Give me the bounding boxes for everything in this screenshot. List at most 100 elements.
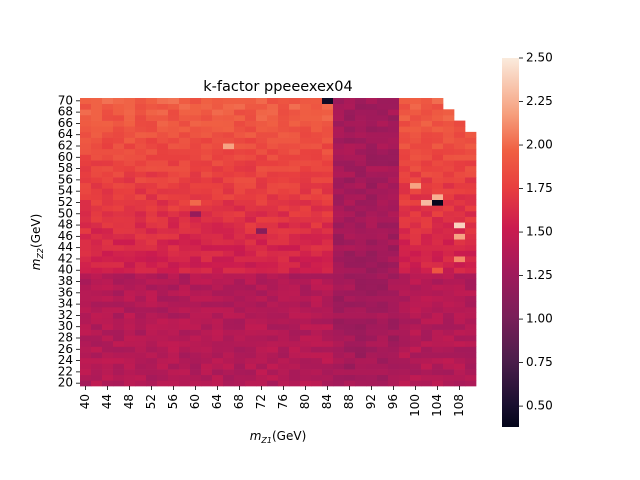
heatmap-cell bbox=[80, 380, 92, 387]
heatmap-cell bbox=[179, 318, 191, 325]
heatmap-cell bbox=[454, 352, 466, 359]
heatmap-cell bbox=[91, 256, 103, 263]
heatmap-cell bbox=[344, 301, 356, 308]
heatmap-cell bbox=[311, 374, 323, 381]
heatmap-cell bbox=[146, 267, 158, 274]
heatmap-cell bbox=[124, 335, 136, 342]
heatmap-cell bbox=[278, 290, 290, 296]
heatmap-cell bbox=[289, 131, 301, 138]
heatmap-cell bbox=[212, 233, 224, 240]
heatmap-cell bbox=[146, 273, 158, 280]
heatmap-cell bbox=[289, 312, 301, 319]
heatmap-cell bbox=[322, 301, 334, 308]
heatmap-cell bbox=[157, 160, 169, 167]
heatmap-cell bbox=[399, 205, 411, 212]
heatmap-cell bbox=[410, 329, 422, 336]
heatmap-cell bbox=[300, 244, 312, 251]
heatmap-cell bbox=[223, 239, 235, 246]
heatmap-cell bbox=[157, 346, 169, 353]
heatmap-cell bbox=[201, 329, 213, 336]
heatmap-cell bbox=[388, 154, 400, 161]
heatmap-cell bbox=[465, 131, 477, 138]
heatmap-cell bbox=[124, 227, 136, 234]
heatmap-cell bbox=[256, 194, 268, 200]
heatmap-cell bbox=[278, 374, 290, 381]
heatmap-cell bbox=[190, 120, 202, 127]
heatmap-cell bbox=[443, 267, 455, 274]
heatmap-cell bbox=[179, 182, 191, 189]
heatmap-cell bbox=[443, 329, 455, 336]
heatmap-cell bbox=[113, 374, 125, 381]
heatmap-cell bbox=[366, 363, 378, 370]
heatmap-cell bbox=[223, 205, 235, 212]
heatmap-cell bbox=[355, 177, 367, 184]
heatmap-cell bbox=[454, 369, 466, 376]
heatmap-cell bbox=[366, 227, 378, 234]
heatmap-cell bbox=[124, 194, 136, 200]
heatmap-cell bbox=[432, 160, 444, 167]
heatmap-cell bbox=[157, 120, 169, 127]
heatmap-cell bbox=[377, 239, 389, 246]
heatmap-cell bbox=[421, 306, 433, 313]
heatmap-cell bbox=[256, 290, 268, 296]
heatmap-cell bbox=[190, 357, 202, 364]
heatmap-cell bbox=[212, 171, 224, 178]
heatmap-cell bbox=[311, 295, 323, 302]
heatmap-cell bbox=[168, 352, 180, 359]
heatmap-cell bbox=[113, 182, 125, 189]
heatmap-cell bbox=[465, 374, 477, 381]
heatmap-cell bbox=[410, 380, 422, 387]
heatmap-cell bbox=[443, 188, 455, 195]
heatmap-cell bbox=[333, 227, 345, 234]
heatmap-cell bbox=[278, 323, 290, 330]
heatmap-cell bbox=[432, 290, 444, 296]
heatmap-cell bbox=[454, 340, 466, 347]
heatmap-cell bbox=[465, 329, 477, 336]
heatmap-cell bbox=[146, 284, 158, 291]
heatmap-cell bbox=[366, 143, 378, 150]
heatmap-cell bbox=[443, 227, 455, 234]
heatmap-cell bbox=[432, 210, 444, 217]
heatmap-cell bbox=[344, 222, 356, 229]
heatmap-cell bbox=[278, 369, 290, 376]
heatmap-cell bbox=[311, 301, 323, 308]
heatmap-cell bbox=[267, 284, 279, 291]
y-tick-label: 28 bbox=[58, 331, 73, 345]
heatmap-cell bbox=[432, 335, 444, 342]
heatmap-cell bbox=[124, 171, 136, 178]
heatmap-cell bbox=[311, 109, 323, 116]
heatmap-cell bbox=[157, 323, 169, 330]
heatmap-cell bbox=[344, 335, 356, 342]
heatmap-cell bbox=[388, 278, 400, 285]
heatmap-cell bbox=[322, 205, 334, 212]
heatmap-cell bbox=[245, 114, 257, 121]
heatmap-cell bbox=[289, 227, 301, 234]
heatmap-cell bbox=[245, 352, 257, 359]
heatmap-cell bbox=[465, 278, 477, 285]
heatmap-cell bbox=[157, 205, 169, 212]
heatmap-cell bbox=[223, 143, 235, 150]
heatmap-cell bbox=[443, 205, 455, 212]
heatmap-cell bbox=[234, 261, 246, 268]
heatmap-cell bbox=[399, 357, 411, 364]
heatmap-cell bbox=[190, 137, 202, 144]
heatmap-cell bbox=[322, 165, 334, 172]
heatmap-cell bbox=[146, 109, 158, 116]
heatmap-cell bbox=[135, 137, 147, 144]
heatmap-cell bbox=[146, 171, 158, 178]
heatmap-cell bbox=[366, 244, 378, 251]
heatmap-cell bbox=[289, 239, 301, 246]
heatmap-cell bbox=[146, 120, 158, 127]
heatmap-cell bbox=[333, 210, 345, 217]
heatmap-cell bbox=[421, 295, 433, 302]
heatmap-cell bbox=[410, 227, 422, 234]
heatmap-cell bbox=[168, 278, 180, 285]
heatmap-cell bbox=[344, 154, 356, 161]
heatmap-cell bbox=[157, 131, 169, 138]
heatmap-cell bbox=[234, 171, 246, 178]
heatmap-cell bbox=[333, 239, 345, 246]
heatmap-cell bbox=[91, 194, 103, 200]
heatmap-cell bbox=[355, 318, 367, 325]
heatmap-cell bbox=[102, 194, 114, 200]
heatmap-cell bbox=[168, 137, 180, 144]
